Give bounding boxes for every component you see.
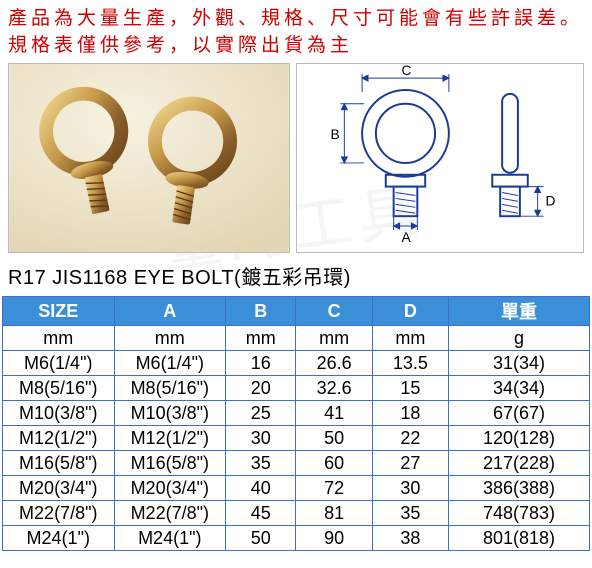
table-cell: 35 <box>226 451 296 476</box>
table-cell: M10(3/8") <box>114 401 226 426</box>
table-cell: M6(1/4") <box>114 351 226 376</box>
dim-label-d: D <box>546 194 556 209</box>
product-title: R17 JIS1168 EYE BOLT(鍍五彩吊環) <box>0 253 592 296</box>
col-c: C <box>296 297 372 326</box>
table-cell: 34(34) <box>449 376 590 401</box>
table-cell: 22 <box>372 426 448 451</box>
table-cell: 41 <box>296 401 372 426</box>
table-cell: 72 <box>296 476 372 501</box>
unit-weight: g <box>449 326 590 351</box>
spec-table: SIZE A B C D 單重 mm mm mm mm mm g M6(1/4"… <box>2 296 590 551</box>
table-cell: M20(3/4") <box>114 476 226 501</box>
col-b: B <box>226 297 296 326</box>
table-cell: 60 <box>296 451 372 476</box>
image-row: C B D <box>0 63 592 253</box>
table-cell: 217(228) <box>449 451 590 476</box>
unit-a: mm <box>114 326 226 351</box>
table-cell: 31(34) <box>449 351 590 376</box>
table-cell: 50 <box>296 426 372 451</box>
unit-c: mm <box>296 326 372 351</box>
dim-label-a: A <box>402 230 412 245</box>
table-row: M6(1/4")M6(1/4")1626.613.531(34) <box>3 351 590 376</box>
table-cell: M24(1") <box>114 526 226 551</box>
dimension-diagram: C B D <box>296 63 584 253</box>
unit-size: mm <box>3 326 115 351</box>
table-row: M22(7/8")M22(7/8")458135748(783) <box>3 501 590 526</box>
table-cell: 50 <box>226 526 296 551</box>
table-cell: 26.6 <box>296 351 372 376</box>
table-row: M10(3/8")M10(3/8")25411867(67) <box>3 401 590 426</box>
unit-b: mm <box>226 326 296 351</box>
table-cell: 30 <box>372 476 448 501</box>
table-cell: 81 <box>296 501 372 526</box>
col-weight: 單重 <box>449 297 590 326</box>
col-d: D <box>372 297 448 326</box>
table-cell: 25 <box>226 401 296 426</box>
table-row: M20(3/4")M20(3/4")407230386(388) <box>3 476 590 501</box>
table-row: M8(5/16")M8(5/16")2032.61534(34) <box>3 376 590 401</box>
dim-label-b: B <box>331 127 340 142</box>
table-row: M16(5/8")M16(5/8")356027217(228) <box>3 451 590 476</box>
table-cell: M22(7/8") <box>3 501 115 526</box>
notice-block: 產品為大量生產，外觀、規格、尺寸可能會有些許誤差。 規格表僅供參考，以實際出貨為… <box>0 0 592 63</box>
table-cell: M8(5/16") <box>114 376 226 401</box>
table-cell: 801(818) <box>449 526 590 551</box>
table-cell: 20 <box>226 376 296 401</box>
dim-label-c: C <box>402 64 412 78</box>
table-cell: M20(3/4") <box>3 476 115 501</box>
table-cell: M12(1/2") <box>3 426 115 451</box>
table-cell: M10(3/8") <box>3 401 115 426</box>
table-cell: 13.5 <box>372 351 448 376</box>
table-cell: M6(1/4") <box>3 351 115 376</box>
table-cell: 27 <box>372 451 448 476</box>
table-cell: 45 <box>226 501 296 526</box>
table-cell: 67(67) <box>449 401 590 426</box>
product-photo <box>8 63 290 253</box>
notice-line2: 規格表僅供參考，以實際出貨為主 <box>8 33 584 60</box>
table-cell: 120(128) <box>449 426 590 451</box>
table-cell: 15 <box>372 376 448 401</box>
table-cell: 90 <box>296 526 372 551</box>
table-row: M12(1/2")M12(1/2")305022120(128) <box>3 426 590 451</box>
table-cell: M22(7/8") <box>114 501 226 526</box>
table-cell: M16(5/8") <box>3 451 115 476</box>
unit-d: mm <box>372 326 448 351</box>
table-body: M6(1/4")M6(1/4")1626.613.531(34)M8(5/16"… <box>3 351 590 551</box>
table-cell: M16(5/8") <box>114 451 226 476</box>
table-cell: 40 <box>226 476 296 501</box>
col-size: SIZE <box>3 297 115 326</box>
table-cell: 748(783) <box>449 501 590 526</box>
table-cell: 35 <box>372 501 448 526</box>
table-cell: 38 <box>372 526 448 551</box>
table-header-row: SIZE A B C D 單重 <box>3 297 590 326</box>
notice-line1: 產品為大量生產，外觀、規格、尺寸可能會有些許誤差。 <box>8 6 584 33</box>
table-unit-row: mm mm mm mm mm g <box>3 326 590 351</box>
table-cell: M8(5/16") <box>3 376 115 401</box>
table-cell: M24(1") <box>3 526 115 551</box>
table-cell: 32.6 <box>296 376 372 401</box>
table-cell: 16 <box>226 351 296 376</box>
table-cell: 386(388) <box>449 476 590 501</box>
table-cell: M12(1/2") <box>114 426 226 451</box>
table-row: M24(1")M24(1")509038801(818) <box>3 526 590 551</box>
col-a: A <box>114 297 226 326</box>
table-cell: 18 <box>372 401 448 426</box>
table-cell: 30 <box>226 426 296 451</box>
